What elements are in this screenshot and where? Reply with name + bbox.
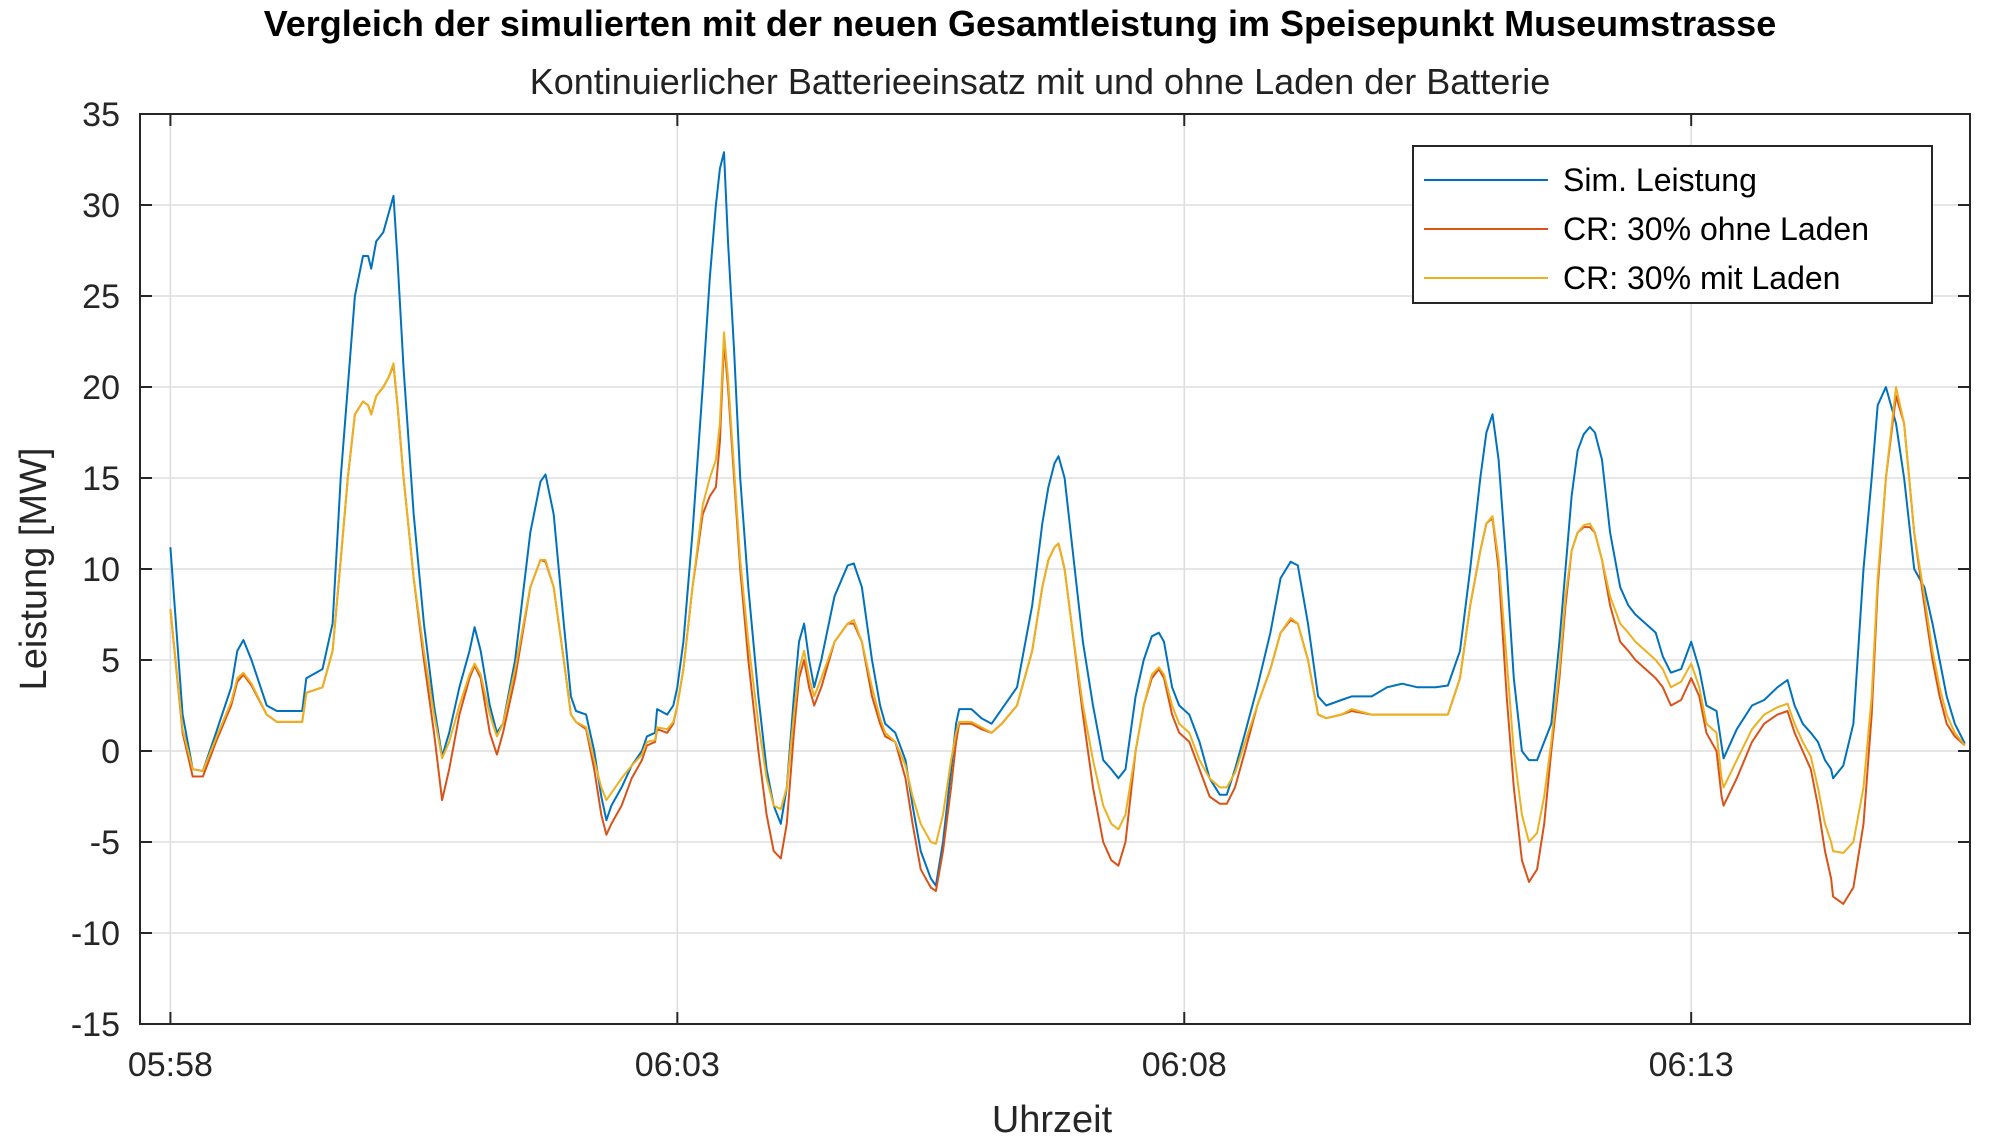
legend-label: Sim. Leistung [1563, 162, 1757, 198]
y-axis-label: Leistung [MW] [13, 448, 55, 691]
y-tick-label: 30 [82, 187, 120, 225]
legend-label: CR: 30% mit Laden [1563, 260, 1840, 296]
series-group [169, 151, 1966, 905]
legend-box [1412, 145, 1933, 304]
chart-title: Vergleich der simulierten mit der neuen … [264, 3, 1776, 44]
chart-subtitle: Kontinuierlicher Batterieeinsatz mit und… [530, 61, 1551, 102]
y-tick-label: 35 [82, 96, 120, 134]
axis-ticks: -15 -10 -5 0 5 10 15 20 25 30 35 05:58 06:03 06:08 06:… [71, 96, 1970, 1084]
x-tick-label: 05:58 [128, 1046, 213, 1084]
legend: Sim. Leistung CR: 30% ohne Laden CR: 30% m… [1412, 145, 1933, 304]
x-axis-label: Uhrzeit [992, 1099, 1113, 1141]
legend-label: CR: 30% ohne Laden [1563, 211, 1869, 247]
x-tick-label: 06:08 [1142, 1046, 1227, 1084]
y-tick-label: -10 [71, 915, 120, 953]
y-tick-label: 15 [82, 460, 120, 498]
y-tick-label: 0 [101, 733, 120, 771]
y-tick-label: 10 [82, 551, 120, 589]
y-tick-label: -15 [71, 1006, 120, 1044]
x-tick-label: 06:13 [1649, 1046, 1734, 1084]
x-tick-label: 06:03 [635, 1046, 720, 1084]
series-line-1 [169, 151, 1966, 887]
series-line-3 [169, 331, 1966, 854]
y-tick-label: 20 [82, 369, 120, 407]
y-tick-label: -5 [90, 824, 120, 862]
y-tick-label: 25 [82, 278, 120, 316]
y-tick-label: 5 [101, 642, 120, 680]
